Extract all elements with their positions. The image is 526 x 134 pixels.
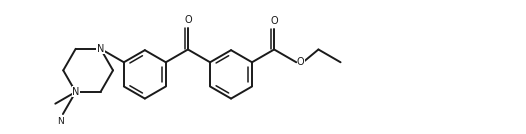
Text: N: N	[97, 44, 104, 54]
Text: O: O	[297, 57, 305, 67]
Text: O: O	[270, 16, 278, 26]
Text: O: O	[184, 15, 192, 25]
Text: N: N	[57, 117, 64, 126]
Text: N: N	[72, 87, 79, 97]
